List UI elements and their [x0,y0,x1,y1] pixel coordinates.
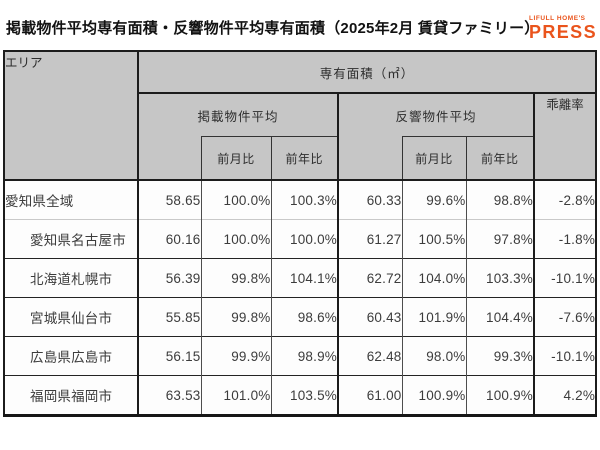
header-row-3: 前月比 前年比 前月比 前年比 [4,136,596,181]
listed-average-cell: 63.53 [138,375,202,416]
header-inquiry-mom: 前月比 [401,136,467,181]
header-listed-average: 掲載物件平均 [138,93,339,137]
inquiry-average-cell: 60.43 [338,297,403,337]
divergence-cell: -10.1% [534,336,597,376]
header-listed-yoy: 前年比 [270,136,339,181]
listed-mom-cell: 99.8% [201,297,272,337]
listed-average-cell: 58.65 [138,180,202,220]
listed-average-cell: 56.15 [138,336,202,376]
listed-yoy-cell: 100.0% [271,219,339,259]
inquiry-yoy-cell: 97.8% [466,219,535,259]
inquiry-mom-cell: 99.6% [402,180,467,220]
table-row: 福岡県福岡市 63.53 101.0% 103.5% 61.00 100.9% … [4,375,597,416]
inquiry-mom-cell: 100.9% [402,375,467,416]
listed-yoy-cell: 104.1% [271,258,339,298]
table-row: 広島県広島市 56.15 99.9% 98.9% 62.48 98.0% 99.… [4,336,597,376]
inquiry-average-cell: 61.27 [338,219,403,259]
listed-yoy-cell: 100.3% [271,180,339,220]
header-area: エリア [4,51,139,181]
listed-mom-cell: 101.0% [201,375,272,416]
table-body: 愛知県全域 58.65 100.0% 100.3% 60.33 99.6% 98… [4,180,597,416]
inquiry-average-cell: 62.48 [338,336,403,376]
area-cell: 宮城県仙台市 [4,297,139,337]
table-header: エリア 専有面積（㎡） 掲載物件平均 反響物件平均 乖離率 前月比 前年比 前月… [4,51,597,181]
listed-mom-cell: 99.9% [201,336,272,376]
header-row-2: 掲載物件平均 反響物件平均 乖離率 [4,93,597,181]
logo-press-text: PRESS [528,22,597,42]
divergence-cell: -1.8% [534,219,597,259]
divergence-cell: -2.8% [534,180,597,220]
header-spacer-listed [138,136,201,181]
listed-mom-cell: 99.8% [201,258,272,298]
inquiry-yoy-cell: 104.4% [466,297,535,337]
inquiry-average-cell: 60.33 [338,180,403,220]
inquiry-yoy-cell: 98.8% [466,180,535,220]
area-cell: 広島県広島市 [4,336,139,376]
listed-mom-cell: 100.0% [201,180,272,220]
header-inquiry-yoy: 前年比 [465,136,535,181]
table-row: 愛知県名古屋市 60.16 100.0% 100.0% 61.27 100.5%… [4,219,597,259]
area-cell: 愛知県名古屋市 [4,219,139,259]
page-title: 掲載物件平均専有面積・反響物件平均専有面積（2025年2月 賃貸ファミリー） [6,20,540,37]
inquiry-mom-cell: 101.9% [402,297,467,337]
table-row: 北海道札幌市 56.39 99.8% 104.1% 62.72 104.0% 1… [4,258,597,298]
listed-average-cell: 55.85 [138,297,202,337]
header-divergence-rate: 乖離率 [534,93,597,181]
listed-average-cell: 60.16 [138,219,202,259]
divergence-cell: 4.2% [534,375,597,416]
table-row: 愛知県全域 58.65 100.0% 100.3% 60.33 99.6% 98… [4,180,597,220]
listed-yoy-cell: 103.5% [271,375,339,416]
listed-yoy-cell: 98.6% [271,297,339,337]
listed-average-cell: 56.39 [138,258,202,298]
inquiry-average-cell: 61.00 [338,375,403,416]
area-cell: 愛知県全域 [4,180,139,220]
header-inquiry-average: 反響物件平均 [338,93,535,137]
area-cell: 北海道札幌市 [4,258,139,298]
table-row: 宮城県仙台市 55.85 99.8% 98.6% 60.43 101.9% 10… [4,297,597,337]
listed-mom-cell: 100.0% [201,219,272,259]
inquiry-yoy-cell: 99.3% [466,336,535,376]
inquiry-yoy-cell: 100.9% [466,375,535,416]
divergence-cell: -10.1% [534,258,597,298]
inquiry-average-cell: 62.72 [338,258,403,298]
inquiry-mom-cell: 98.0% [402,336,467,376]
inquiry-yoy-cell: 103.3% [466,258,535,298]
header-listed-mom: 前月比 [200,136,272,181]
divergence-cell: -7.6% [534,297,597,337]
area-cell: 福岡県福岡市 [4,375,139,416]
header-floor-area: 専有面積（㎡） [138,51,597,94]
lifull-homes-press-logo: LIFULL HOME'S PRESS [529,15,597,42]
listed-yoy-cell: 98.9% [271,336,339,376]
inquiry-mom-cell: 100.5% [402,219,467,259]
logo-lifull-homes-text: LIFULL HOME'S [528,15,586,22]
header-spacer-inquiry [337,136,402,181]
inquiry-mom-cell: 104.0% [402,258,467,298]
header-row-1: エリア 専有面積（㎡） [4,51,597,181]
floor-area-table: エリア 専有面積（㎡） 掲載物件平均 反響物件平均 乖離率 前月比 前年比 前月… [3,50,598,417]
